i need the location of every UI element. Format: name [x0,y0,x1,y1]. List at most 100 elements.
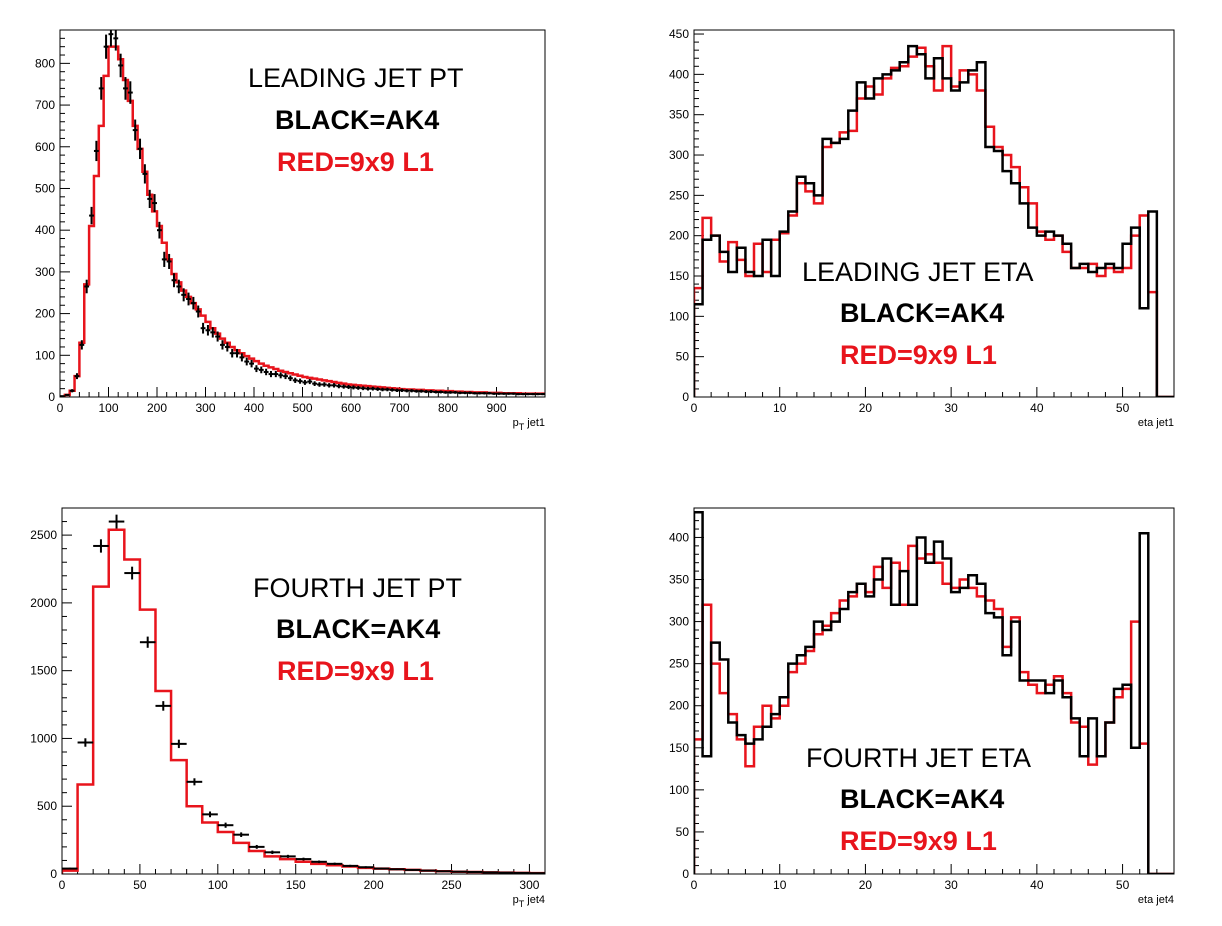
black-data-point [283,373,288,380]
black-data-point [389,388,395,392]
y-tick-label: 400 [669,67,689,81]
annotation-title: FOURTH JET PT [253,573,463,603]
black-data-point [124,566,140,580]
x-tick-label: 50 [1116,401,1130,415]
x-axis-title-main: p [513,417,519,429]
black-data-point [525,392,531,396]
x-axis-title-main: eta jet1 [1138,417,1174,429]
black-data-point [137,138,143,160]
black-data-point [186,778,203,786]
annotation-red-legend: RED=9x9 L1 [840,340,997,370]
black-data-point [307,379,313,385]
annotation-title: LEADING JET ETA [802,257,1034,287]
annotation-black-legend: BLACK=AK4 [840,298,1005,328]
black-data-point [195,305,201,318]
y-tick-label: 0 [682,867,689,881]
y-tick-label: 2000 [30,596,57,610]
x-tick-label: 300 [195,401,215,415]
black-data-point [229,348,235,358]
y-tick-label: 350 [669,573,689,587]
black-data-point [312,381,318,387]
black-data-point [84,279,90,294]
black-data-point [513,871,530,874]
y-tick-label: 2500 [30,528,57,542]
black-data-point [438,390,444,394]
annotation-black-legend: BLACK=AK4 [275,105,440,135]
x-axis-title-subscript: T [519,899,525,909]
black-data-point [317,382,322,387]
black-data-point [171,739,187,749]
y-tick-label: 800 [35,56,55,70]
annotation-red-legend: RED=9x9 L1 [277,656,434,686]
black-data-point [448,391,453,394]
y-tick-label: 100 [35,348,55,362]
black-data-point [190,296,196,310]
y-tick-label: 400 [669,530,689,544]
black-data-point [530,392,536,396]
black-data-point [423,390,429,394]
black-data-point [217,822,234,828]
x-axis-title-main: eta jet4 [1138,894,1174,906]
black-data-point [62,867,78,870]
annotation-title: LEADING JET PT [248,63,464,93]
y-tick-label: 0 [50,867,57,881]
y-tick-label: 0 [48,390,55,404]
y-tick-label: 600 [35,140,55,154]
black-data-point [147,189,153,208]
black-data-point [435,870,452,873]
black-data-point [280,854,296,858]
annotation-black-legend: BLACK=AK4 [276,614,441,644]
black-data-point [249,359,254,368]
black-data-point [491,392,497,395]
x-axis-title-suffix: jet1 [524,417,545,429]
black-data-point [224,342,230,352]
black-data-point [404,389,410,393]
black-data-point [472,391,478,395]
x-tick-label: 250 [442,878,462,892]
x-tick-label: 10 [773,401,787,415]
y-tick-label: 250 [669,657,689,671]
x-axis-title: eta jet4 [1138,894,1174,906]
black-data-point [79,340,85,350]
black-data-point [171,273,177,288]
black-data-point [123,77,128,100]
y-tick-label: 500 [37,799,57,813]
black-data-point [342,864,359,867]
black-data-point [161,251,167,267]
black-data-point [433,390,439,394]
chart-svg: 0 50 100 150 200 250 300 350 400 0 10 20 30 40 50 eta j… [669,507,1175,906]
x-tick-label: 100 [98,401,118,415]
black-data-point [264,850,281,855]
y-tick-label: 300 [669,615,689,629]
black-data-point [278,372,284,379]
x-tick-label: 30 [944,878,958,892]
x-tick-label: 50 [1116,878,1130,892]
black-data-point [254,365,259,373]
x-tick-label: 400 [244,401,264,415]
black-data-point [501,392,507,395]
y-tick-label: 1500 [30,664,57,678]
black-data-point [273,370,279,378]
black-data-point [152,194,157,213]
black-data-point [452,391,458,394]
black-data-point [108,514,125,529]
black-data-point [186,292,191,306]
chart-panel-fourth-jet-pt: 0 500 1000 1500 2000 2500 0 50 100 150 200 250 300 pT… [0,463,611,926]
black-data-point [181,288,187,302]
black-data-point [205,324,211,336]
black-data-point [98,77,104,100]
annotation-red-legend: RED=9x9 L1 [840,826,997,856]
black-data-point [520,392,526,396]
black-data-point [302,379,308,385]
black-data-point [404,868,421,871]
black-data-point [132,119,138,141]
black-data-point [210,327,216,338]
black-data-point [202,811,218,818]
black-data-point [535,392,541,396]
y-tick-label: 50 [676,350,690,364]
black-data-point [355,385,361,390]
y-tick-label: 0 [682,390,689,404]
black-data-point [481,391,487,395]
y-tick-label: 100 [669,783,689,797]
